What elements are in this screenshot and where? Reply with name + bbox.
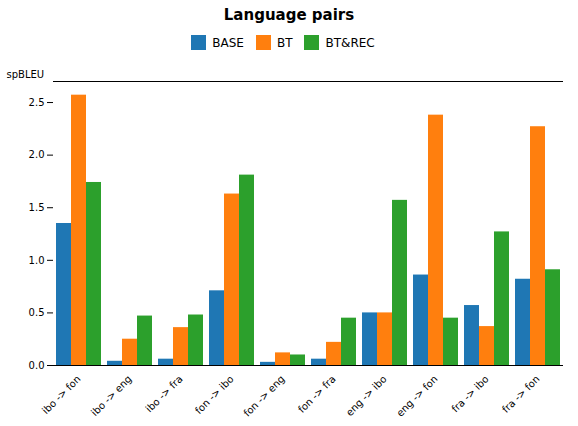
svg-text:0.0: 0.0 — [29, 360, 45, 371]
svg-text:fon -> ibo: fon -> ibo — [193, 373, 236, 416]
svg-text:eng -> fon: eng -> fon — [394, 373, 439, 418]
svg-text:1.5: 1.5 — [29, 202, 45, 213]
html-text:BT: BT — [276, 35, 293, 50]
html-text:BT&REC: BT&REC — [325, 35, 375, 50]
svg-text:ibo -> fon: ibo -> fon — [40, 373, 83, 416]
svg-text:fon -> fra: fon -> fra — [296, 373, 338, 415]
svg-text:eng -> ibo: eng -> ibo — [344, 373, 389, 418]
svg-text:2.0: 2.0 — [29, 149, 45, 160]
html-text:BASE: BASE — [212, 35, 244, 50]
svg-text:fon -> eng: fon -> eng — [241, 373, 286, 418]
svg-text:fra -> ibo: fra -> ibo — [449, 373, 490, 414]
svg-text:2.5: 2.5 — [29, 97, 45, 108]
html-text:Language pairs: Language pairs — [223, 6, 355, 24]
svg-text:ibo -> eng: ibo -> eng — [89, 373, 134, 418]
svg-text:ibo -> fra: ibo -> fra — [143, 373, 184, 414]
svg-text:0.5: 0.5 — [29, 307, 45, 318]
svg-text:1.0: 1.0 — [29, 255, 45, 266]
svg-text:fra -> fon: fra -> fon — [500, 373, 542, 415]
svg-text:spBLEU: spBLEU — [7, 69, 45, 80]
